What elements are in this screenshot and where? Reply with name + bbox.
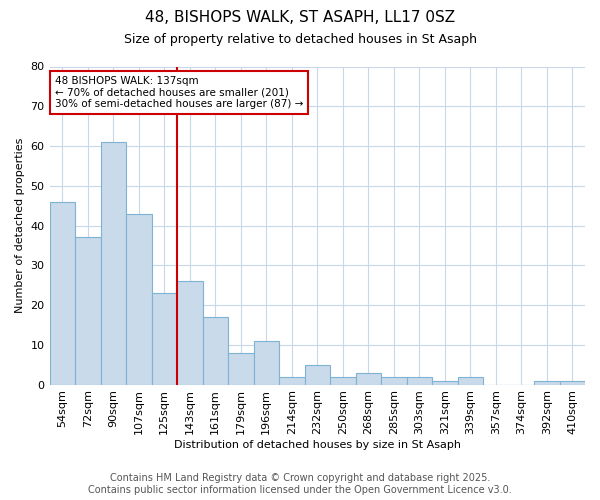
Bar — [356, 372, 381, 384]
Bar — [228, 353, 254, 384]
Bar — [126, 214, 152, 384]
X-axis label: Distribution of detached houses by size in St Asaph: Distribution of detached houses by size … — [174, 440, 461, 450]
Bar — [534, 380, 560, 384]
Bar — [279, 376, 305, 384]
Bar — [177, 281, 203, 384]
Bar — [101, 142, 126, 384]
Bar — [152, 293, 177, 384]
Bar — [75, 238, 101, 384]
Bar — [330, 376, 356, 384]
Text: 48 BISHOPS WALK: 137sqm
← 70% of detached houses are smaller (201)
30% of semi-d: 48 BISHOPS WALK: 137sqm ← 70% of detache… — [55, 76, 303, 109]
Text: Contains HM Land Registry data © Crown copyright and database right 2025.
Contai: Contains HM Land Registry data © Crown c… — [88, 474, 512, 495]
Bar — [203, 317, 228, 384]
Bar — [254, 341, 279, 384]
Bar — [560, 380, 585, 384]
Bar — [432, 380, 458, 384]
Text: Size of property relative to detached houses in St Asaph: Size of property relative to detached ho… — [124, 32, 476, 46]
Bar — [381, 376, 407, 384]
Bar — [305, 364, 330, 384]
Bar — [407, 376, 432, 384]
Bar — [50, 202, 75, 384]
Y-axis label: Number of detached properties: Number of detached properties — [15, 138, 25, 313]
Bar — [458, 376, 483, 384]
Text: 48, BISHOPS WALK, ST ASAPH, LL17 0SZ: 48, BISHOPS WALK, ST ASAPH, LL17 0SZ — [145, 10, 455, 25]
